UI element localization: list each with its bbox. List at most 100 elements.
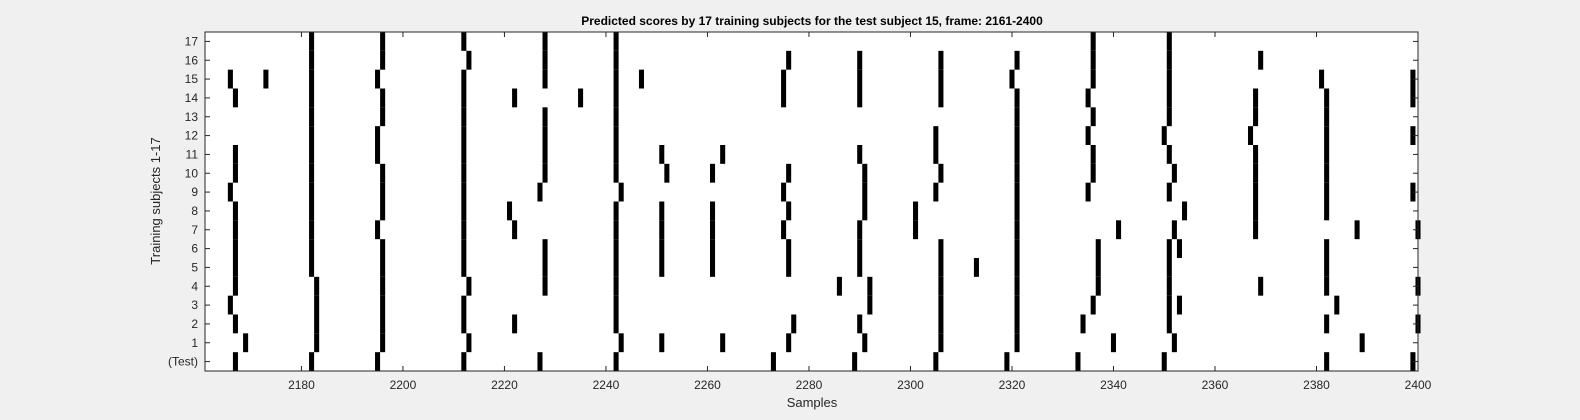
raster-mark	[1253, 220, 1259, 240]
raster-mark	[1085, 126, 1091, 145]
raster-mark	[857, 50, 863, 70]
raster-mark	[786, 258, 792, 277]
raster-mark	[542, 126, 548, 145]
raster-mark	[613, 163, 619, 183]
y-tick-label: 14	[185, 91, 199, 105]
y-tick-label: 13	[185, 110, 199, 124]
raster-mark	[1410, 126, 1416, 145]
raster-mark	[938, 295, 944, 315]
x-tick-label: 2260	[694, 378, 721, 392]
raster-mark	[1014, 333, 1020, 353]
raster-mark	[1171, 163, 1177, 183]
raster-mark	[781, 182, 787, 202]
raster-mark	[314, 314, 320, 334]
raster-mark	[227, 295, 233, 315]
raster-mark	[1014, 258, 1020, 277]
plot-frame	[204, 31, 1419, 372]
raster-mark	[781, 69, 787, 89]
raster-mark	[314, 333, 320, 353]
raster-mark	[857, 220, 863, 240]
raster-mark	[938, 50, 944, 70]
raster-mark	[1182, 201, 1188, 221]
raster-mark	[1253, 107, 1259, 127]
raster-mark	[938, 69, 944, 89]
y-tick-label: 6	[191, 242, 198, 256]
raster-mark	[613, 258, 619, 277]
raster-mark	[938, 314, 944, 334]
x-tick-label: 2280	[796, 378, 823, 392]
raster-mark	[380, 295, 386, 315]
raster-mark	[375, 126, 381, 145]
raster-mark	[537, 182, 543, 202]
raster-mark	[232, 239, 238, 258]
raster-mark	[1166, 88, 1172, 108]
raster-mark	[380, 50, 386, 70]
raster-mark	[232, 88, 238, 108]
raster-mark	[461, 69, 467, 89]
y-tick-label: 9	[191, 185, 198, 199]
raster-mark	[314, 276, 320, 296]
raster-mark	[232, 314, 238, 334]
raster-mark	[836, 276, 842, 296]
raster-mark	[1324, 145, 1330, 164]
raster-mark	[613, 145, 619, 164]
raster-mark	[933, 126, 939, 145]
raster-mark	[1014, 145, 1020, 164]
raster-mark	[1009, 69, 1015, 89]
raster-mark	[380, 201, 386, 221]
y-tick-label: (Test)	[168, 355, 198, 369]
raster-mark	[512, 220, 518, 240]
raster-mark	[781, 220, 787, 240]
raster-mark	[1176, 239, 1182, 258]
raster-mark	[1166, 50, 1172, 70]
y-tick-label: 5	[191, 260, 198, 274]
raster-mark	[314, 295, 320, 315]
raster-mark	[1090, 163, 1096, 183]
raster-mark	[537, 352, 543, 371]
raster-mark	[1161, 126, 1167, 145]
raster-mark	[309, 69, 315, 89]
raster-mark	[1171, 333, 1177, 353]
raster-mark	[1171, 220, 1177, 240]
raster-mark	[227, 69, 233, 89]
raster-mark	[380, 239, 386, 258]
raster-mark	[1014, 201, 1020, 221]
raster-mark	[659, 145, 665, 164]
raster-mark	[461, 145, 467, 164]
raster-mark	[770, 352, 776, 371]
raster-mark	[786, 50, 792, 70]
raster-mark	[1014, 88, 1020, 108]
raster-mark	[1253, 163, 1259, 183]
raster-mark	[613, 352, 619, 371]
raster-mark	[1258, 50, 1264, 70]
y-axis-label: Training subjects 1-17	[148, 137, 163, 264]
raster-mark	[461, 258, 467, 277]
raster-mark	[1176, 295, 1182, 315]
raster-mark	[1095, 276, 1101, 296]
y-tick-label: 3	[191, 298, 198, 312]
x-axis-label: Samples	[787, 395, 838, 410]
plot-area	[205, 32, 1418, 371]
raster-mark	[613, 239, 619, 258]
raster-mark	[243, 333, 249, 353]
raster-mark	[375, 69, 381, 89]
raster-mark	[613, 126, 619, 145]
raster-mark	[1075, 352, 1081, 371]
raster-mark	[613, 69, 619, 89]
raster-mark	[309, 220, 315, 240]
raster-mark	[1253, 182, 1259, 202]
raster-mark	[659, 239, 665, 258]
raster-mark	[380, 333, 386, 353]
raster-mark	[613, 295, 619, 315]
raster-mark	[1354, 220, 1360, 240]
raster-mark	[1410, 182, 1416, 202]
raster-mark	[659, 220, 665, 240]
raster-mark	[1166, 145, 1172, 164]
raster-mark	[461, 201, 467, 221]
raster-mark	[710, 239, 716, 258]
raster-mark	[232, 201, 238, 221]
raster-mark	[380, 32, 386, 51]
raster-mark	[857, 69, 863, 89]
raster-mark	[618, 333, 624, 353]
raster-mark	[309, 352, 315, 371]
